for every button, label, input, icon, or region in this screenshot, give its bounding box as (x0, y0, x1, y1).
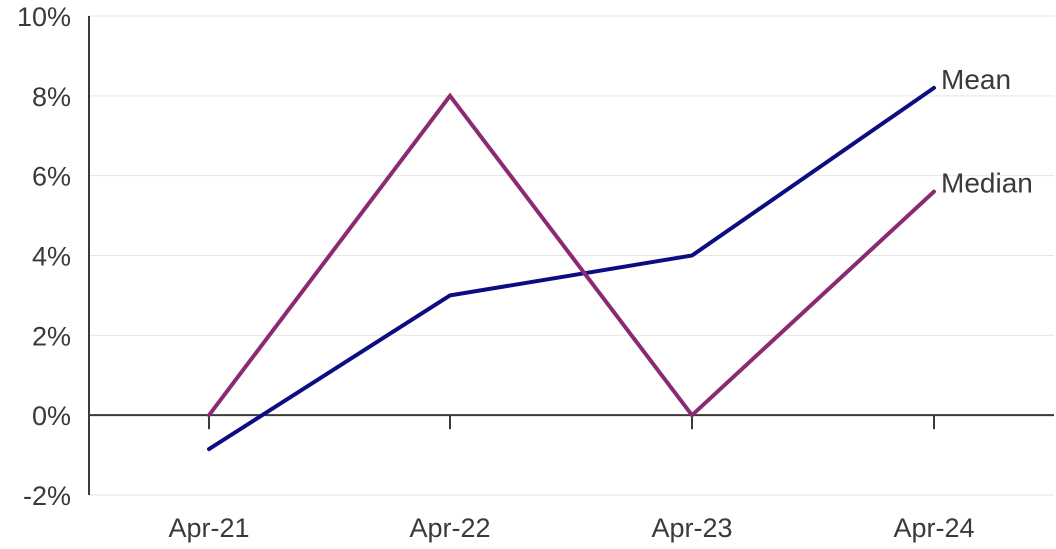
series-line-median (207, 92, 936, 419)
y-tick-label: 6% (32, 162, 71, 192)
x-tick-label: Apr-23 (651, 513, 732, 543)
x-tick-label: Apr-22 (409, 513, 490, 543)
y-tick-label: 10% (17, 2, 71, 32)
y-tick-label: 0% (32, 401, 71, 431)
x-tick-label: Apr-21 (168, 513, 249, 543)
x-axis-tick-labels: Apr-21 Apr-22 Apr-23 Apr-24 (168, 513, 974, 543)
y-axis-tick-labels: -2% 0% 2% 4% 6% 8% 10% (17, 2, 71, 511)
y-tick-label: 8% (32, 82, 71, 112)
series-line-mean (207, 85, 936, 452)
series-label-mean: Mean (941, 64, 1011, 95)
series-label-median: Median (941, 168, 1033, 199)
x-tick-label: Apr-24 (893, 513, 974, 543)
y-tick-label: 2% (32, 321, 71, 351)
y-tick-label: 4% (32, 242, 71, 272)
series-lines (207, 85, 936, 452)
y-tick-label: -2% (23, 481, 71, 511)
series-labels: Mean Median (941, 64, 1033, 199)
